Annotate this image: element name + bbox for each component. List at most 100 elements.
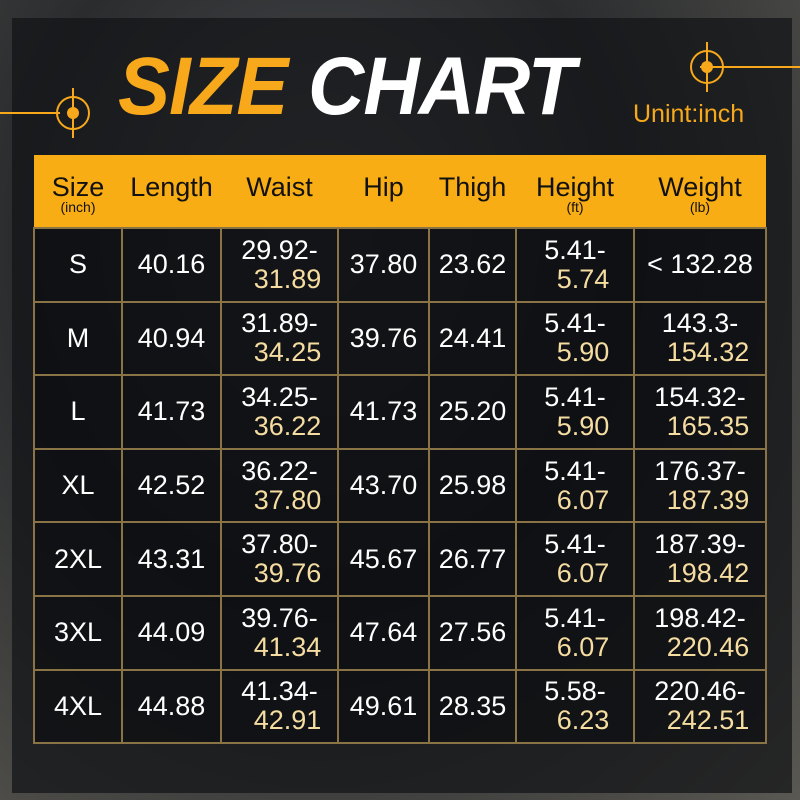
header-unit [221,200,338,214]
waist-min: 39.76- [241,602,318,633]
weight-min: 143.3- [661,308,739,339]
weight-min: 198.42- [654,602,746,633]
page-title: SIZE CHART [118,40,575,134]
cell-length: 41.73 [121,374,222,450]
cell-length: 44.88 [121,668,222,745]
decor-line [72,88,74,138]
waist-min: 29.92- [241,234,318,265]
waist-min: 34.25- [241,381,318,412]
waist-max: 31.89 [253,263,322,294]
height-min: 5.41- [544,602,606,633]
cell-hip: 43.70 [337,447,430,524]
header-label: Height [535,172,615,202]
waist-max: 37.80 [253,484,322,515]
decor-line [0,112,60,114]
table-row: L 41.73 34.25- 36.22 41.73 25.20 5.41- 5.90 154.… [33,374,767,450]
height-max: 6.07 [556,631,610,662]
header-label: Size [51,172,105,202]
table-row: M 40.94 31.89- 34.25 39.76 24.41 5.41- 5.90 143.… [33,300,767,377]
cell-waist: 34.25- 36.22 [220,374,339,450]
weight-max: 187.39 [666,484,750,515]
column-header: Thigh [429,155,516,228]
header-label: Waist [246,172,313,202]
cell-hip: 37.80 [337,227,430,303]
decor-line [700,66,800,68]
cell-length: 40.94 [121,300,222,377]
weight-max: 198.42 [666,558,750,589]
cell-size: S [33,227,123,303]
weight-max: 154.32 [666,337,750,368]
column-header: Weight (lb) [634,155,766,228]
cell-size: L [33,374,123,450]
waist-max: 36.22 [253,410,322,441]
cell-thigh: 25.20 [428,374,517,450]
header-unit: (inch) [60,199,96,215]
waist-min: 31.89- [241,308,318,339]
cell-length: 42.52 [121,447,222,524]
height-min: 5.58- [544,676,606,707]
cell-hip: 39.76 [337,300,430,377]
cell-size: 2XL [33,521,123,597]
cell-thigh: 28.35 [428,668,517,745]
cell-hip: 45.67 [337,521,430,597]
height-max: 6.23 [556,705,610,736]
cell-waist: 29.92- 31.89 [220,227,339,303]
cell-size: XL [33,447,123,524]
cell-height: 5.41- 6.07 [515,447,635,524]
cell-waist: 36.22- 37.80 [220,447,339,524]
header-label: Weight [658,172,742,202]
table-row: XL 42.52 36.22- 37.80 43.70 25.98 5.41- 6.07 176… [33,447,767,524]
height-min: 5.41- [544,234,606,265]
cell-height: 5.41- 6.07 [515,594,635,671]
cell-size: 4XL [33,668,123,745]
size-table: Size (inch) Length Waist Hip Thigh Height(… [33,155,767,745]
header-label: Length [130,172,213,202]
waist-max: 42.91 [253,705,322,736]
header-unit: (lb) [689,199,711,215]
weight-min: 176.37- [654,455,746,486]
height-max: 5.74 [556,263,610,294]
header-row: Size (inch) Length Waist Hip Thigh Height(… [34,155,766,228]
cell-waist: 39.76- 41.34 [220,594,339,671]
cell-size: M [33,300,123,377]
table-row: 4XL 44.88 41.34- 42.91 49.61 28.35 5.58- 6.23 22… [33,668,767,745]
column-header: Size (inch) [34,155,122,228]
cell-length: 43.31 [121,521,222,597]
column-header: Hip [338,155,429,228]
cell-waist: 31.89- 34.25 [220,300,339,377]
cell-waist: 41.34- 42.91 [220,668,339,745]
cell-length: 44.09 [121,594,222,671]
header-label: Hip [363,172,404,202]
cell-thigh: 25.98 [428,447,517,524]
unit-label: Unint:inch [633,100,745,128]
cell-thigh: 26.77 [428,521,517,597]
table-row: 2XL 43.31 37.80- 39.76 45.67 26.77 5.41- 6.07 18… [33,521,767,597]
header-unit [122,200,221,214]
title-size: SIZE [118,41,288,132]
height-min: 5.41- [544,308,606,339]
cell-hip: 47.64 [337,594,430,671]
height-min: 5.41- [544,529,606,560]
cell-height: 5.41- 5.90 [515,374,635,450]
waist-min: 36.22- [241,455,318,486]
header-unit: (ft) [566,199,584,215]
cell-length: 40.16 [121,227,222,303]
waist-min: 41.34- [241,676,318,707]
cell-weight: 143.3- 154.32 [633,300,767,377]
cell-weight: 187.39- 198.42 [633,521,767,597]
waist-min: 37.80- [241,529,318,560]
header-label: Thigh [438,172,507,202]
cell-weight: 220.46- 242.51 [633,668,767,745]
height-min: 5.41- [544,381,606,412]
cell-weight: < 132.28 [633,227,767,303]
cell-hip: 41.73 [337,374,430,450]
cell-thigh: 23.62 [428,227,517,303]
weight-min: 187.39- [654,529,746,560]
weight-max: 242.51 [666,705,750,736]
cell-size: 3XL [33,594,123,671]
cell-height: 5.41- 5.74 [515,227,635,303]
column-header: Waist [221,155,338,228]
cell-thigh: 24.41 [428,300,517,377]
waist-max: 41.34 [253,631,322,662]
weight-min: 154.32- [654,381,746,412]
